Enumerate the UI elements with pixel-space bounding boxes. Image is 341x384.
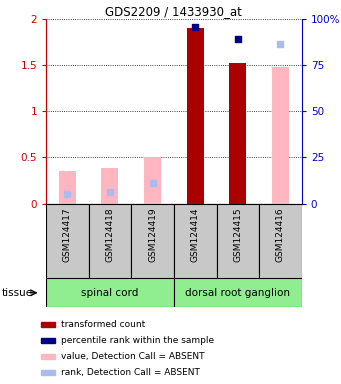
Text: tissue: tissue [2,288,33,298]
Bar [174,204,217,278]
Text: rank, Detection Call = ABSENT: rank, Detection Call = ABSENT [61,368,200,377]
Text: GSM124414: GSM124414 [191,207,200,262]
Point [278,41,283,47]
Bar [229,63,246,204]
Bar [41,338,55,343]
Bar [174,278,302,307]
Bar [102,169,119,204]
Point [150,180,155,186]
Text: GSM124417: GSM124417 [63,207,72,262]
Bar [89,204,131,278]
Bar [272,67,289,204]
Text: spinal cord: spinal cord [81,288,139,298]
Bar [41,370,55,375]
Text: GSM124415: GSM124415 [233,207,242,262]
Bar [59,171,76,204]
Bar [144,157,161,204]
Point [235,36,241,43]
Text: transformed count: transformed count [61,319,146,329]
Bar [131,204,174,278]
Text: percentile rank within the sample: percentile rank within the sample [61,336,214,345]
Point [107,189,113,195]
Text: GSM124418: GSM124418 [105,207,115,262]
Bar [217,204,259,278]
Text: dorsal root ganglion: dorsal root ganglion [186,288,290,298]
Text: value, Detection Call = ABSENT: value, Detection Call = ABSENT [61,352,205,361]
Text: GSM124416: GSM124416 [276,207,285,262]
Text: GSM124419: GSM124419 [148,207,157,262]
Bar [46,204,89,278]
Bar [46,278,174,307]
Title: GDS2209 / 1433930_at: GDS2209 / 1433930_at [105,5,242,18]
Point [192,23,198,30]
Point [64,191,70,197]
Bar [187,28,204,204]
Bar [259,204,302,278]
Bar [41,354,55,359]
Bar [41,321,55,327]
